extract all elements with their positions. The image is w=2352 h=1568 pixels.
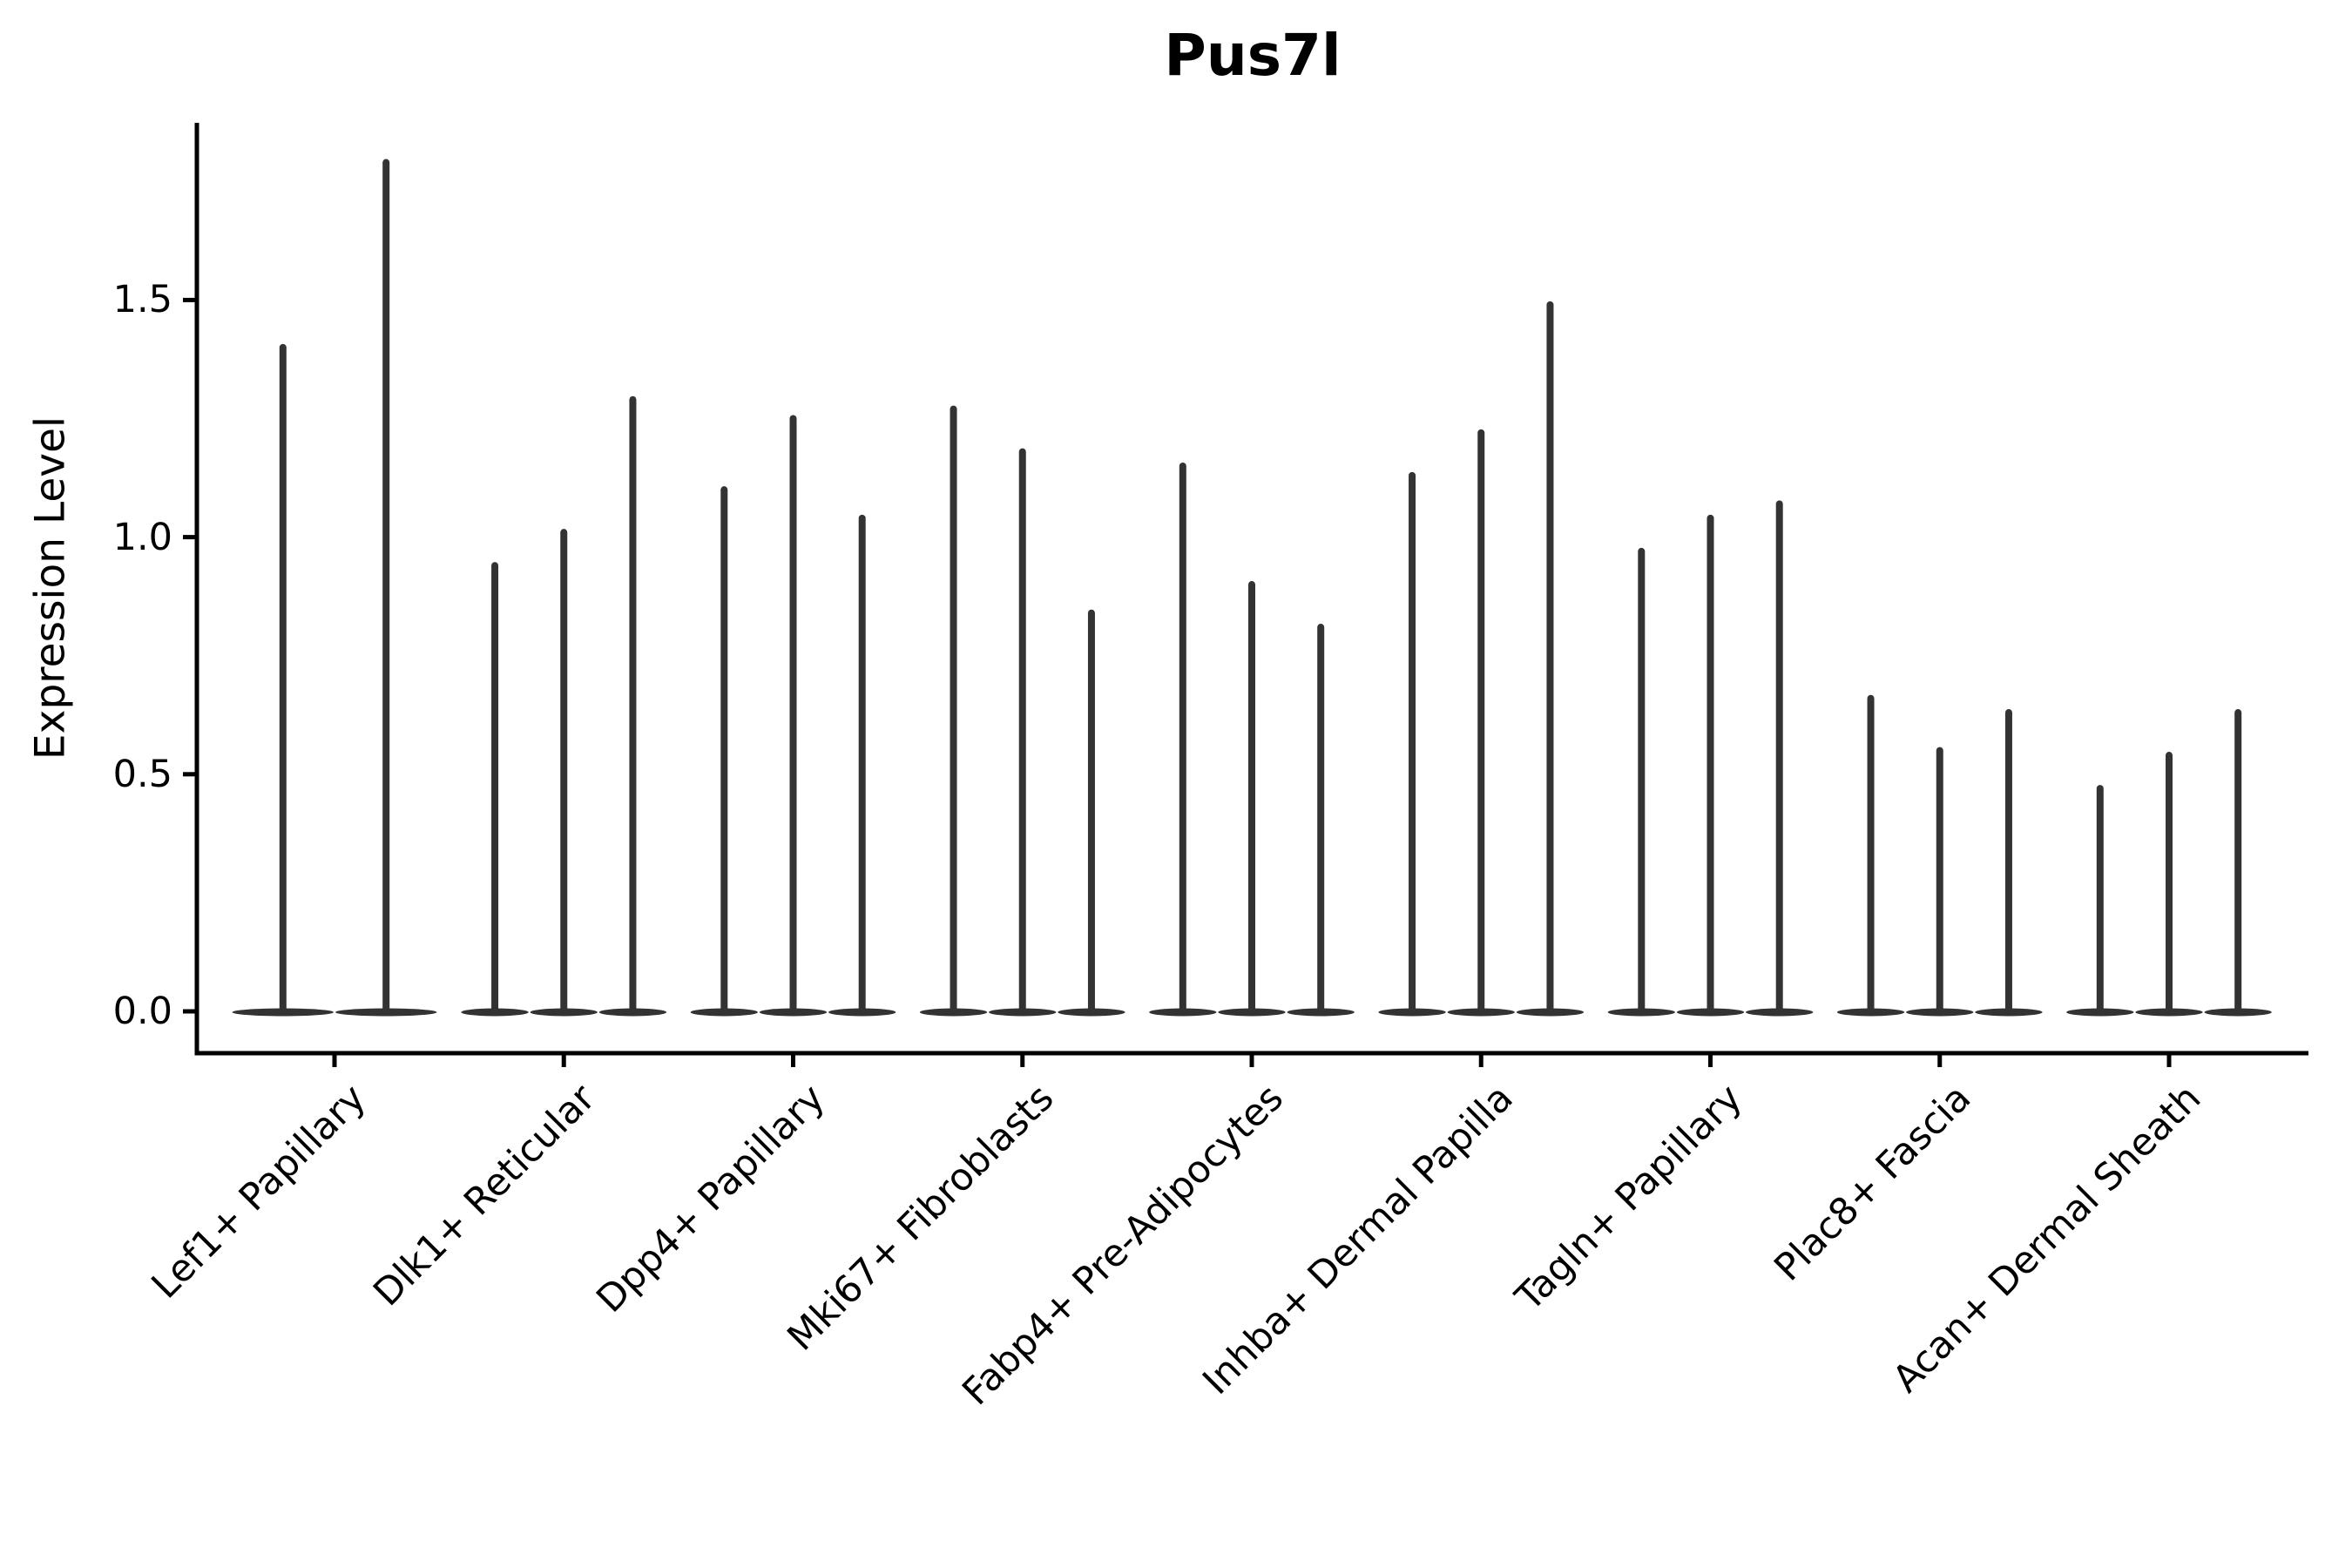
violin-group <box>690 415 896 1017</box>
violin-group <box>1607 500 1814 1017</box>
violin-group <box>2066 709 2272 1017</box>
violin-group <box>1149 462 1355 1017</box>
violin-group <box>461 395 667 1017</box>
violin-group <box>232 159 437 1017</box>
violin-group <box>919 405 1125 1017</box>
chart-title: Pus7l <box>1164 22 1342 89</box>
y-tick-label: 1.0 <box>112 515 172 559</box>
violin-group <box>1836 694 2043 1017</box>
y-tick-label: 0.5 <box>112 752 172 796</box>
violin-group <box>1378 301 1585 1017</box>
y-tick-label: 1.5 <box>112 278 172 322</box>
y-tick-label: 0.0 <box>112 990 172 1033</box>
y-axis-title: Expression Level <box>26 416 75 760</box>
